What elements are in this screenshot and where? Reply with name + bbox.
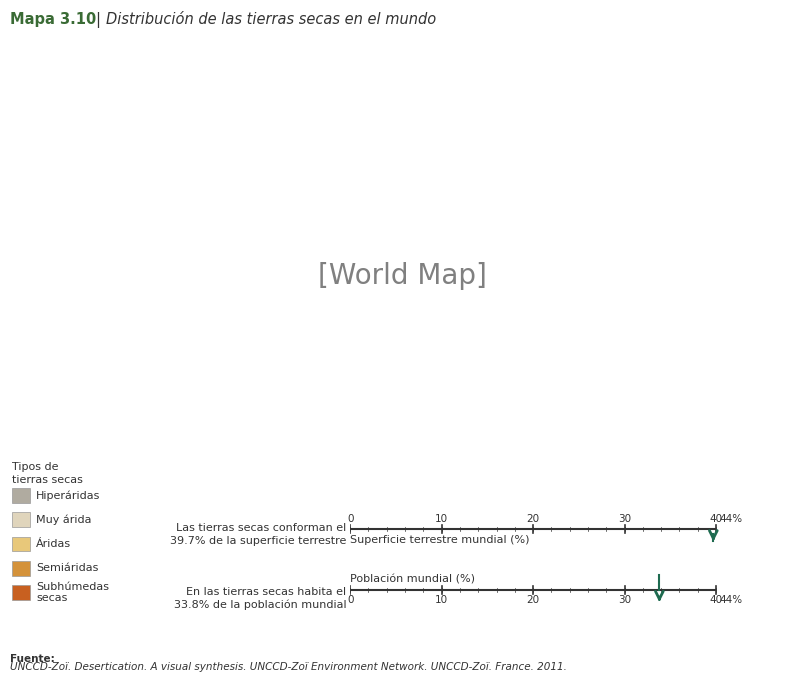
Text: En las tierras secas habita el: En las tierras secas habita el — [186, 587, 346, 596]
Text: 30: 30 — [618, 514, 631, 524]
Text: 10: 10 — [435, 595, 448, 605]
Text: 44%: 44% — [720, 514, 743, 524]
Text: Superficie terrestre mundial (%): Superficie terrestre mundial (%) — [350, 534, 530, 545]
Text: |: | — [95, 12, 100, 28]
Text: 40: 40 — [709, 595, 723, 605]
Text: Población mundial (%): Población mundial (%) — [350, 574, 475, 584]
Text: Distribución de las tierras secas en el mundo: Distribución de las tierras secas en el … — [106, 12, 436, 27]
Text: Muy árida: Muy árida — [36, 514, 92, 525]
Text: Semiáridas: Semiáridas — [36, 563, 98, 573]
Text: UNCCD-Zoï. Desertication. A visual synthesis. UNCCD-Zoï Environment Network. UNC: UNCCD-Zoï. Desertication. A visual synth… — [10, 662, 567, 672]
Text: Las tierras secas conforman el: Las tierras secas conforman el — [176, 523, 346, 532]
Text: Hiperáridas: Hiperáridas — [36, 490, 101, 501]
Text: 44%: 44% — [720, 595, 743, 605]
Text: 20: 20 — [526, 514, 539, 524]
Text: [World Map]: [World Map] — [318, 262, 487, 290]
Text: 20: 20 — [526, 595, 539, 605]
Text: Tipos de
tierras secas: Tipos de tierras secas — [12, 462, 83, 485]
Text: 33.8% de la población mundial: 33.8% de la población mundial — [174, 599, 346, 610]
Text: Áridas: Áridas — [36, 539, 72, 549]
Text: Subhúmedas
secas: Subhúmedas secas — [36, 582, 109, 603]
Text: Fuente:: Fuente: — [10, 654, 55, 664]
Text: 30: 30 — [618, 595, 631, 605]
Text: 0: 0 — [347, 514, 353, 524]
Text: 0: 0 — [347, 595, 353, 605]
Text: 40: 40 — [709, 514, 723, 524]
Text: 39.7% de la superficie terrestre: 39.7% de la superficie terrestre — [170, 536, 346, 545]
Text: Mapa 3.10: Mapa 3.10 — [10, 12, 96, 27]
Text: 10: 10 — [435, 514, 448, 524]
